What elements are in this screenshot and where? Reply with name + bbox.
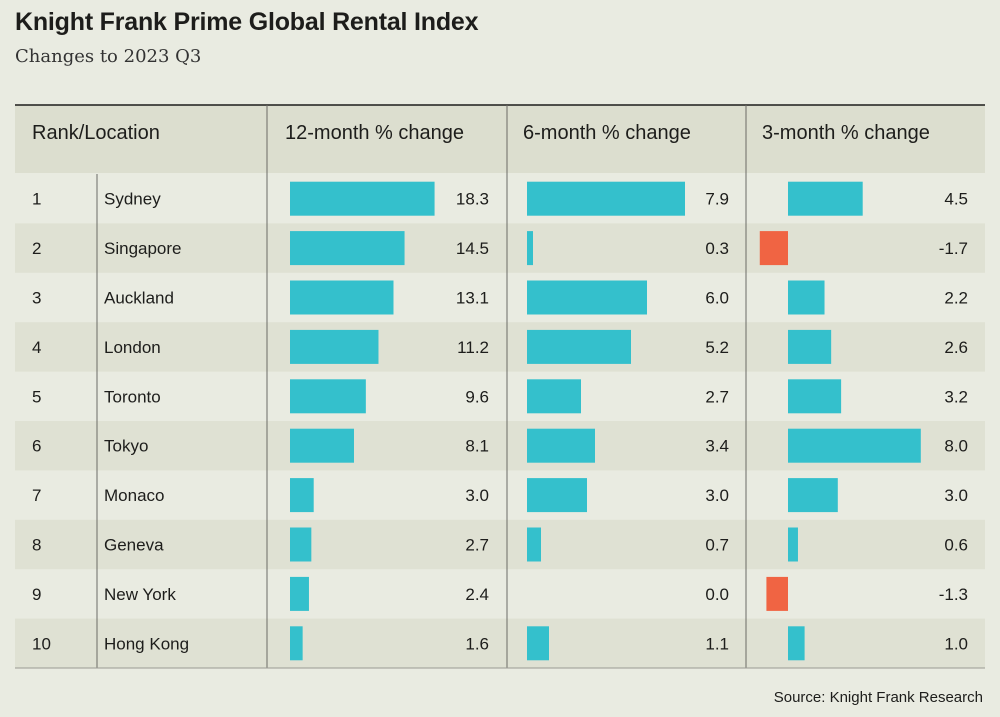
value-label: 5.2	[705, 338, 729, 357]
value-label: 11.2	[457, 338, 489, 357]
value-label: -1.3	[939, 585, 968, 604]
value-label: 18.3	[456, 190, 489, 209]
value-label: 9.6	[465, 387, 489, 406]
value-label: 6.0	[705, 289, 729, 308]
value-label: 1.0	[944, 634, 968, 653]
bar-6-month	[527, 280, 647, 315]
rank-label: 7	[32, 486, 41, 505]
value-label: 2.4	[465, 585, 489, 604]
rank-label: 5	[32, 387, 41, 406]
bar-6-month	[527, 626, 549, 661]
location-label: Geneva	[104, 536, 164, 555]
value-label: 3.0	[465, 486, 489, 505]
value-label: -1.7	[939, 239, 968, 258]
bar-3-month	[788, 379, 842, 414]
row-stripe	[15, 223, 985, 273]
bar-3-month	[788, 527, 798, 562]
bar-12-month	[290, 280, 394, 315]
value-label: 14.5	[456, 239, 489, 258]
header-3-month: 3-month % change	[762, 122, 930, 144]
location-label: Sydney	[104, 190, 161, 209]
chart-title: Knight Frank Prime Global Rental Index	[15, 8, 479, 36]
header-6-month: 6-month % change	[523, 122, 691, 144]
rank-label: 8	[32, 536, 41, 555]
location-label: London	[104, 338, 161, 357]
location-label: Hong Kong	[104, 634, 189, 653]
value-label: 0.3	[705, 239, 729, 258]
header-rank-location: Rank/Location	[32, 122, 160, 144]
value-label: 3.2	[944, 387, 968, 406]
value-label: 8.0	[944, 437, 968, 456]
bar-12-month	[290, 527, 312, 562]
value-label: 8.1	[465, 437, 489, 456]
bar-12-month	[290, 231, 405, 266]
value-label: 2.2	[944, 289, 968, 308]
bar-12-month	[290, 626, 303, 661]
value-label: 7.9	[705, 190, 729, 209]
value-label: 3.0	[944, 486, 968, 505]
location-label: Tokyo	[104, 437, 148, 456]
value-label: 1.1	[705, 634, 729, 653]
bar-12-month	[290, 478, 314, 513]
location-label: Auckland	[104, 289, 174, 308]
location-label: Singapore	[104, 239, 182, 258]
bar-6-month	[527, 527, 541, 562]
location-label: Toronto	[104, 387, 161, 406]
bar-3-month	[788, 181, 863, 216]
row-stripe	[15, 519, 985, 570]
bar-12-month	[290, 181, 435, 216]
value-label: 4.5	[944, 190, 968, 209]
bar-6-month	[527, 478, 587, 513]
header-band	[15, 105, 985, 173]
value-label: 2.7	[465, 536, 489, 555]
value-label: 2.6	[944, 338, 968, 357]
rank-label: 6	[32, 437, 41, 456]
bar-12-month	[290, 329, 379, 364]
value-label: 2.7	[705, 387, 729, 406]
rank-label: 1	[32, 190, 41, 209]
rank-label: 4	[32, 338, 41, 357]
value-label: 13.1	[456, 289, 489, 308]
value-label: 0.0	[705, 585, 729, 604]
bar-12-month	[290, 428, 354, 463]
chart-subtitle: Changes to 2023 Q3	[15, 46, 202, 67]
bar-6-month	[527, 379, 581, 414]
rank-label: 10	[32, 634, 51, 653]
bar-6-month	[527, 329, 631, 364]
bar-12-month	[290, 576, 309, 611]
bar-3-month	[788, 428, 921, 463]
header-12-month: 12-month % change	[285, 122, 464, 144]
bar-6-month	[527, 181, 685, 216]
bar-6-month	[527, 428, 595, 463]
bar-6-month	[527, 231, 533, 266]
bar-3-month	[759, 231, 788, 266]
rank-label: 2	[32, 239, 41, 258]
bar-3-month	[788, 329, 832, 364]
bar-3-month	[766, 576, 788, 611]
value-label: 3.4	[705, 437, 729, 456]
value-label: 0.6	[944, 536, 968, 555]
rank-label: 9	[32, 585, 41, 604]
bar-12-month	[290, 379, 366, 414]
bar-3-month	[788, 626, 805, 661]
bar-3-month	[788, 478, 838, 513]
row-stripe	[15, 618, 985, 668]
value-label: 1.6	[465, 634, 489, 653]
value-label: 3.0	[705, 486, 729, 505]
rank-label: 3	[32, 289, 41, 308]
location-label: Monaco	[104, 486, 164, 505]
value-label: 0.7	[705, 536, 729, 555]
source-note: Source: Knight Frank Research	[773, 689, 983, 706]
bar-3-month	[788, 280, 825, 315]
location-label: New York	[104, 585, 176, 604]
